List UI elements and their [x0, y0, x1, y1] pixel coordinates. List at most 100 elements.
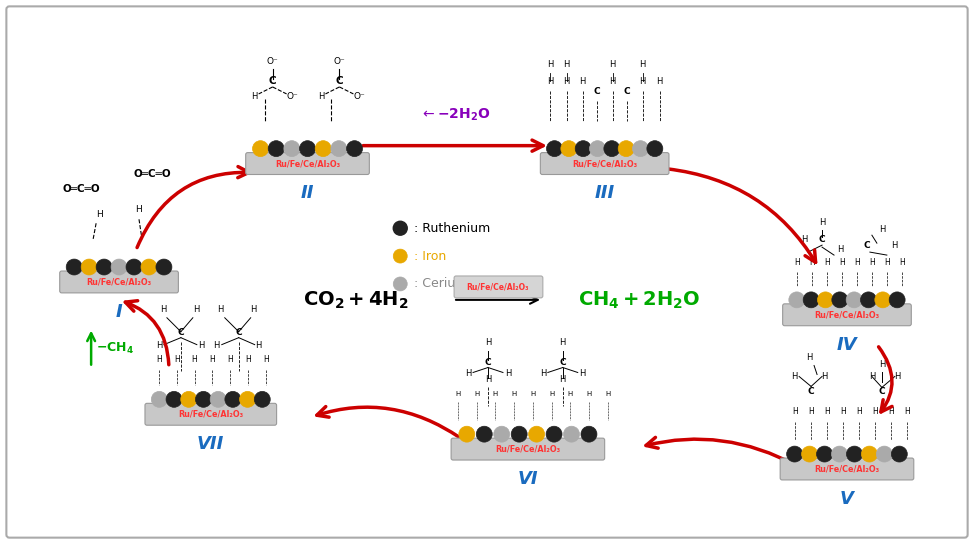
Circle shape	[632, 141, 648, 156]
Circle shape	[268, 141, 284, 156]
Circle shape	[300, 141, 315, 156]
Circle shape	[224, 391, 241, 407]
Text: H: H	[214, 341, 220, 349]
Text: H: H	[839, 258, 845, 267]
Text: H: H	[894, 372, 900, 381]
Text: VII: VII	[197, 435, 224, 453]
Text: : Ruthenium: : Ruthenium	[414, 222, 491, 235]
Text: H: H	[878, 360, 885, 368]
Text: H: H	[210, 355, 215, 364]
Text: H: H	[227, 355, 233, 364]
Text: H: H	[854, 258, 860, 267]
Text: H: H	[856, 407, 862, 416]
Text: H: H	[559, 338, 566, 347]
Text: H: H	[609, 77, 616, 86]
Text: H: H	[96, 210, 102, 219]
Circle shape	[832, 446, 847, 462]
Text: H: H	[465, 370, 471, 378]
Circle shape	[803, 292, 819, 308]
Text: H: H	[547, 60, 553, 69]
Text: O═C═O: O═C═O	[62, 184, 100, 195]
Text: H: H	[821, 372, 828, 381]
Circle shape	[126, 259, 142, 275]
Circle shape	[647, 141, 663, 156]
Text: H: H	[605, 391, 610, 397]
Circle shape	[618, 141, 634, 156]
Circle shape	[787, 446, 802, 462]
Text: H: H	[888, 407, 894, 416]
Text: H: H	[809, 258, 815, 267]
Circle shape	[346, 141, 362, 156]
Circle shape	[575, 141, 591, 156]
Circle shape	[331, 141, 346, 156]
Text: H: H	[256, 341, 262, 349]
Text: Ru/Fe/Ce/Al₂O₃: Ru/Fe/Ce/Al₂O₃	[179, 410, 243, 419]
Text: V: V	[840, 490, 854, 508]
Circle shape	[891, 446, 908, 462]
Text: H: H	[587, 391, 591, 397]
Text: C: C	[624, 87, 630, 96]
Circle shape	[96, 259, 112, 275]
Text: H: H	[808, 407, 814, 416]
Circle shape	[255, 391, 270, 407]
Circle shape	[111, 259, 127, 275]
Text: O⁻: O⁻	[334, 57, 346, 66]
Text: H: H	[563, 60, 570, 69]
Circle shape	[511, 426, 527, 442]
Text: H: H	[899, 258, 905, 267]
Circle shape	[547, 426, 562, 442]
Text: H: H	[878, 225, 885, 234]
Text: C: C	[593, 87, 600, 96]
Text: H: H	[197, 341, 204, 349]
Circle shape	[846, 292, 862, 308]
Text: H: H	[318, 92, 325, 101]
Text: H: H	[801, 235, 807, 244]
Circle shape	[832, 292, 848, 308]
Text: III: III	[594, 184, 615, 202]
Circle shape	[66, 259, 82, 275]
Text: H: H	[791, 372, 797, 381]
Text: H: H	[263, 355, 268, 364]
Circle shape	[476, 426, 492, 442]
Circle shape	[393, 221, 407, 235]
Text: C: C	[268, 76, 276, 86]
Circle shape	[210, 391, 226, 407]
Circle shape	[801, 446, 818, 462]
Text: O⁻: O⁻	[353, 92, 365, 101]
Circle shape	[81, 259, 98, 275]
Circle shape	[604, 141, 620, 156]
Text: H: H	[580, 370, 586, 378]
FancyBboxPatch shape	[246, 153, 369, 174]
Text: Ru/Fe/Ce/Al₂O₃: Ru/Fe/Ce/Al₂O₃	[572, 159, 637, 168]
Text: $\mathbf{-CH_4}$: $\mathbf{-CH_4}$	[96, 341, 134, 356]
Text: H: H	[869, 258, 874, 267]
Text: C: C	[178, 328, 184, 337]
Text: H: H	[656, 77, 663, 86]
Circle shape	[315, 141, 331, 156]
Text: Ru/Fe/Ce/Al₂O₃: Ru/Fe/Ce/Al₂O₃	[87, 277, 151, 287]
Circle shape	[239, 391, 256, 407]
Text: C: C	[485, 358, 491, 367]
Text: H: H	[794, 258, 800, 267]
Text: C: C	[878, 387, 885, 396]
Text: H: H	[872, 407, 877, 416]
Text: Ru/Fe/Ce/Al₂O₃: Ru/Fe/Ce/Al₂O₃	[814, 310, 879, 319]
Text: H: H	[547, 77, 553, 86]
Text: H: H	[840, 407, 846, 416]
Text: H: H	[156, 355, 162, 364]
Text: Ru/Fe/Ce/Al₂O₃: Ru/Fe/Ce/Al₂O₃	[814, 464, 879, 474]
Text: H: H	[891, 241, 897, 250]
Text: C: C	[336, 76, 344, 86]
Text: H: H	[836, 245, 843, 254]
Text: O═C═O: O═C═O	[133, 169, 171, 179]
Circle shape	[195, 391, 212, 407]
Text: C: C	[808, 387, 814, 396]
Text: H: H	[563, 77, 570, 86]
Circle shape	[181, 391, 197, 407]
Text: H: H	[869, 372, 875, 381]
Text: H: H	[191, 355, 197, 364]
Text: H: H	[824, 407, 830, 416]
FancyBboxPatch shape	[780, 458, 914, 480]
Text: H: H	[493, 391, 498, 397]
Text: H: H	[218, 305, 224, 314]
